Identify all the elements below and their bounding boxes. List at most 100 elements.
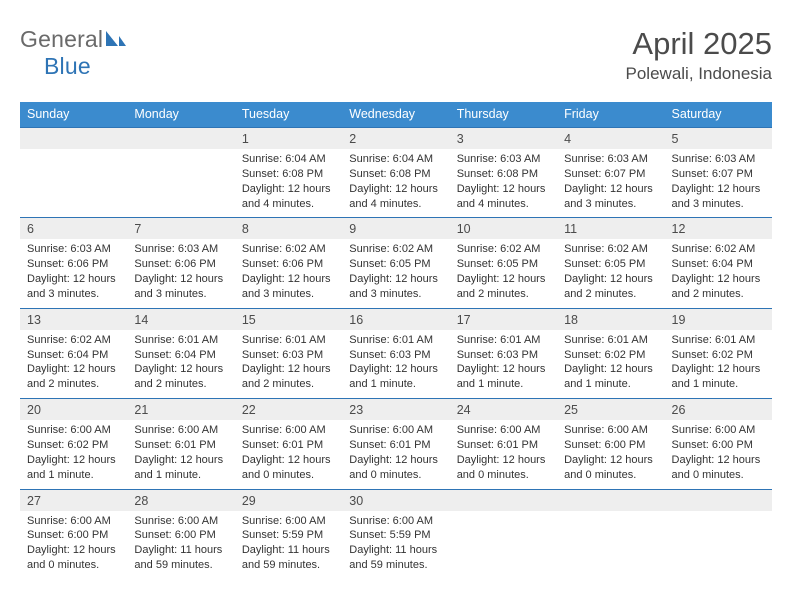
sunset-text: Sunset: 6:05 PM bbox=[457, 257, 550, 272]
day-number: 12 bbox=[665, 218, 772, 239]
day-number: 6 bbox=[20, 218, 127, 239]
day-number: 17 bbox=[450, 309, 557, 330]
cell-body: Sunrise: 6:00 AMSunset: 6:01 PMDaylight:… bbox=[127, 420, 234, 488]
calendar-cell: 4Sunrise: 6:03 AMSunset: 6:07 PMDaylight… bbox=[557, 127, 664, 217]
day-number: 30 bbox=[342, 490, 449, 511]
sunset-text: Sunset: 6:03 PM bbox=[242, 348, 335, 363]
cell-body: Sunrise: 6:02 AMSunset: 6:05 PMDaylight:… bbox=[450, 239, 557, 307]
cell-body: Sunrise: 6:01 AMSunset: 6:03 PMDaylight:… bbox=[342, 330, 449, 398]
day-number-bar: 23 bbox=[342, 398, 449, 420]
daylight-text: Daylight: 12 hours and 1 minute. bbox=[457, 362, 550, 392]
day-number: 13 bbox=[20, 309, 127, 330]
daylight-text: Daylight: 12 hours and 0 minutes. bbox=[672, 453, 765, 483]
cell-body: Sunrise: 6:01 AMSunset: 6:04 PMDaylight:… bbox=[127, 330, 234, 398]
day-number-bar: 15 bbox=[235, 308, 342, 330]
daylight-text: Daylight: 12 hours and 0 minutes. bbox=[564, 453, 657, 483]
sunset-text: Sunset: 6:01 PM bbox=[134, 438, 227, 453]
daylight-text: Daylight: 12 hours and 2 minutes. bbox=[27, 362, 120, 392]
calendar-cell: 20Sunrise: 6:00 AMSunset: 6:02 PMDayligh… bbox=[20, 398, 127, 488]
calendar-cell: 12Sunrise: 6:02 AMSunset: 6:04 PMDayligh… bbox=[665, 217, 772, 307]
daylight-text: Daylight: 11 hours and 59 minutes. bbox=[242, 543, 335, 573]
cell-body: Sunrise: 6:02 AMSunset: 6:05 PMDaylight:… bbox=[342, 239, 449, 307]
calendar-cell bbox=[665, 489, 772, 579]
calendar-table: Sunday Monday Tuesday Wednesday Thursday… bbox=[20, 102, 772, 579]
calendar-week-row: 6 Sunrise: 6:03 AM Sunset: 6:06 PM Daylight… bbox=[20, 217, 772, 307]
daylight-text: Daylight: 12 hours and 1 minute. bbox=[564, 362, 657, 392]
sunrise-text: Sunrise: 6:03 AM bbox=[564, 152, 657, 167]
calendar-cell: 30Sunrise: 6:00 AMSunset: 5:59 PMDayligh… bbox=[342, 489, 449, 579]
calendar-cell: 3Sunrise: 6:03 AMSunset: 6:08 PMDaylight… bbox=[450, 127, 557, 217]
day-number-bar: 8 bbox=[235, 217, 342, 239]
sunrise-text: Sunrise: 6:02 AM bbox=[672, 242, 765, 257]
sunset-text: Sunset: 6:00 PM bbox=[564, 438, 657, 453]
day-number-bar: 6 bbox=[20, 217, 127, 239]
day-number: 14 bbox=[127, 309, 234, 330]
day-number: 2 bbox=[342, 128, 449, 149]
cell-body: Sunrise: 6:04 AMSunset: 6:08 PMDaylight:… bbox=[342, 149, 449, 217]
sunrise-text: Sunrise: 6:02 AM bbox=[27, 333, 120, 348]
calendar-cell: 28Sunrise: 6:00 AMSunset: 6:00 PMDayligh… bbox=[127, 489, 234, 579]
calendar-cell: 17Sunrise: 6:01 AMSunset: 6:03 PMDayligh… bbox=[450, 308, 557, 398]
logo: General Blue bbox=[20, 26, 127, 80]
cell-body: Sunrise: 6:00 AMSunset: 6:00 PMDaylight:… bbox=[557, 420, 664, 488]
day-number-bar bbox=[127, 127, 234, 149]
sunset-text: Sunset: 6:01 PM bbox=[349, 438, 442, 453]
sunset-text: Sunset: 6:08 PM bbox=[349, 167, 442, 182]
daylight-text: Daylight: 12 hours and 4 minutes. bbox=[242, 182, 335, 212]
sunset-text: Sunset: 6:06 PM bbox=[242, 257, 335, 272]
sunset-text: Sunset: 6:02 PM bbox=[564, 348, 657, 363]
cell-body: Sunrise: 6:00 AMSunset: 5:59 PMDaylight:… bbox=[342, 511, 449, 579]
day-number-bar: 13 bbox=[20, 308, 127, 330]
calendar-cell: 1Sunrise: 6:04 AMSunset: 6:08 PMDaylight… bbox=[235, 127, 342, 217]
calendar-cell: 25Sunrise: 6:00 AMSunset: 6:00 PMDayligh… bbox=[557, 398, 664, 488]
calendar-cell: 5Sunrise: 6:03 AMSunset: 6:07 PMDaylight… bbox=[665, 127, 772, 217]
daylight-text: Daylight: 12 hours and 3 minutes. bbox=[564, 182, 657, 212]
weekday-header-row: Sunday Monday Tuesday Wednesday Thursday… bbox=[20, 102, 772, 127]
daylight-text: Daylight: 12 hours and 4 minutes. bbox=[349, 182, 442, 212]
cell-body: Sunrise: 6:01 AMSunset: 6:02 PMDaylight:… bbox=[665, 330, 772, 398]
day-number-bar: 29 bbox=[235, 489, 342, 511]
cell-body: Sunrise: 6:01 AMSunset: 6:03 PMDaylight:… bbox=[450, 330, 557, 398]
daylight-text: Daylight: 12 hours and 3 minutes. bbox=[349, 272, 442, 302]
sunrise-text: Sunrise: 6:01 AM bbox=[564, 333, 657, 348]
sunrise-text: Sunrise: 6:01 AM bbox=[672, 333, 765, 348]
day-number: 23 bbox=[342, 399, 449, 420]
day-number-bar bbox=[450, 489, 557, 511]
cell-body: Sunrise: 6:00 AMSunset: 6:01 PMDaylight:… bbox=[235, 420, 342, 488]
sunrise-text: Sunrise: 6:01 AM bbox=[242, 333, 335, 348]
sunrise-text: Sunrise: 6:00 AM bbox=[27, 423, 120, 438]
sunrise-text: Sunrise: 6:00 AM bbox=[242, 514, 335, 529]
day-number-bar: 20 bbox=[20, 398, 127, 420]
daylight-text: Daylight: 12 hours and 2 minutes. bbox=[672, 272, 765, 302]
calendar-cell: 24Sunrise: 6:00 AMSunset: 6:01 PMDayligh… bbox=[450, 398, 557, 488]
sunrise-text: Sunrise: 6:03 AM bbox=[27, 242, 120, 257]
day-number: 19 bbox=[665, 309, 772, 330]
daylight-text: Daylight: 12 hours and 1 minute. bbox=[349, 362, 442, 392]
daylight-text: Daylight: 12 hours and 2 minutes. bbox=[242, 362, 335, 392]
weekday-header: Thursday bbox=[450, 102, 557, 127]
day-number: 9 bbox=[342, 218, 449, 239]
sunrise-text: Sunrise: 6:00 AM bbox=[134, 514, 227, 529]
calendar-page: General Blue April 2025 Polewali, Indone… bbox=[0, 0, 792, 589]
calendar-cell: 8Sunrise: 6:02 AMSunset: 6:06 PMDaylight… bbox=[235, 217, 342, 307]
sunset-text: Sunset: 6:06 PM bbox=[134, 257, 227, 272]
sunrise-text: Sunrise: 6:00 AM bbox=[242, 423, 335, 438]
sunset-text: Sunset: 6:00 PM bbox=[672, 438, 765, 453]
day-number: 11 bbox=[557, 218, 664, 239]
day-number: 22 bbox=[235, 399, 342, 420]
sunrise-text: Sunrise: 6:02 AM bbox=[564, 242, 657, 257]
day-number-bar: 12 bbox=[665, 217, 772, 239]
daylight-text: Daylight: 11 hours and 59 minutes. bbox=[349, 543, 442, 573]
sunrise-text: Sunrise: 6:00 AM bbox=[27, 514, 120, 529]
day-number-bar: 22 bbox=[235, 398, 342, 420]
sunset-text: Sunset: 6:03 PM bbox=[349, 348, 442, 363]
day-number-bar: 4 bbox=[557, 127, 664, 149]
calendar-cell: 13Sunrise: 6:02 AMSunset: 6:04 PMDayligh… bbox=[20, 308, 127, 398]
cell-body: Sunrise: 6:00 AMSunset: 6:02 PMDaylight:… bbox=[20, 420, 127, 488]
cell-body: Sunrise: 6:03 AMSunset: 6:07 PMDaylight:… bbox=[557, 149, 664, 217]
sunset-text: Sunset: 6:03 PM bbox=[457, 348, 550, 363]
sunrise-text: Sunrise: 6:04 AM bbox=[349, 152, 442, 167]
sunrise-text: Sunrise: 6:01 AM bbox=[349, 333, 442, 348]
cell-body: Sunrise: 6:02 AMSunset: 6:04 PMDaylight:… bbox=[20, 330, 127, 398]
sunset-text: Sunset: 6:02 PM bbox=[27, 438, 120, 453]
